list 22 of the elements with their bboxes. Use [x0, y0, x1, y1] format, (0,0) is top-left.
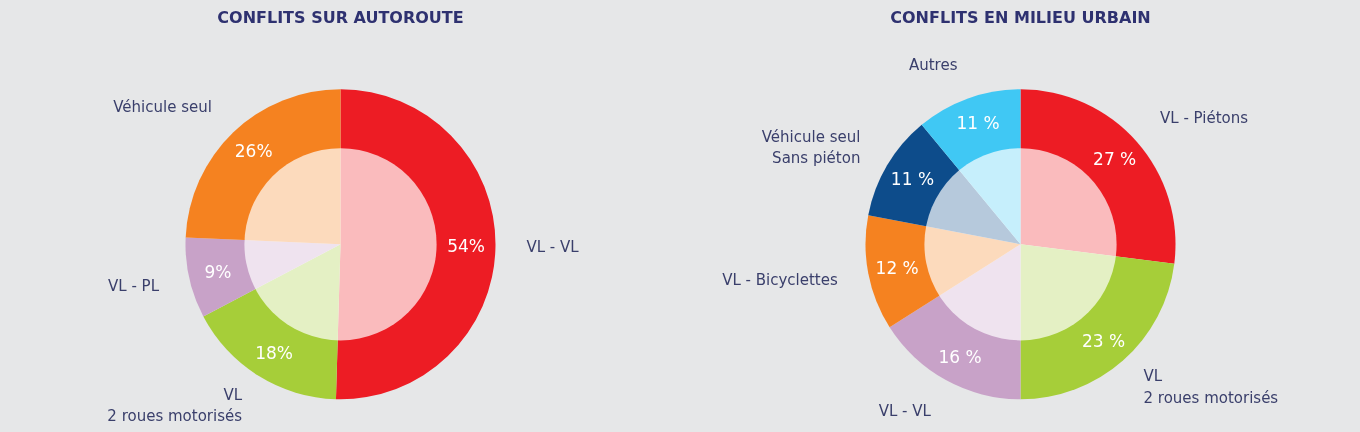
- chart-title: CONFLITS EN MILIEU URBAIN: [890, 7, 1151, 27]
- slice-label: VL 2 roues motorisés: [1143, 367, 1279, 407]
- slice-label: VL - VL: [526, 238, 580, 257]
- chart-title: CONFLITS SUR AUTOROUTE: [217, 7, 464, 27]
- data-label: 12 %: [875, 258, 919, 279]
- slice-label: VL - Piétons: [1160, 109, 1249, 128]
- slice-label: Autres: [908, 56, 958, 75]
- slice-label: Véhicule seul Sans piéton: [761, 127, 861, 168]
- data-label: 54%: [447, 236, 485, 257]
- slice-label: Véhicule seul: [113, 97, 212, 116]
- data-label: 18%: [255, 343, 293, 364]
- data-label: 11 %: [956, 113, 1000, 134]
- data-label: 26%: [234, 141, 273, 162]
- slice-label: VL - Bicyclettes: [722, 270, 838, 289]
- slice-label: VL - PL: [108, 276, 160, 295]
- data-label: 23 %: [1081, 330, 1126, 351]
- data-label: 11 %: [890, 168, 935, 189]
- data-label: 27 %: [1093, 149, 1137, 170]
- data-label: 16 %: [938, 346, 982, 367]
- data-label: 9%: [204, 262, 232, 283]
- slice-label: VL 2 roues motorisés: [107, 385, 243, 426]
- slice-label: VL - VL: [878, 402, 932, 421]
